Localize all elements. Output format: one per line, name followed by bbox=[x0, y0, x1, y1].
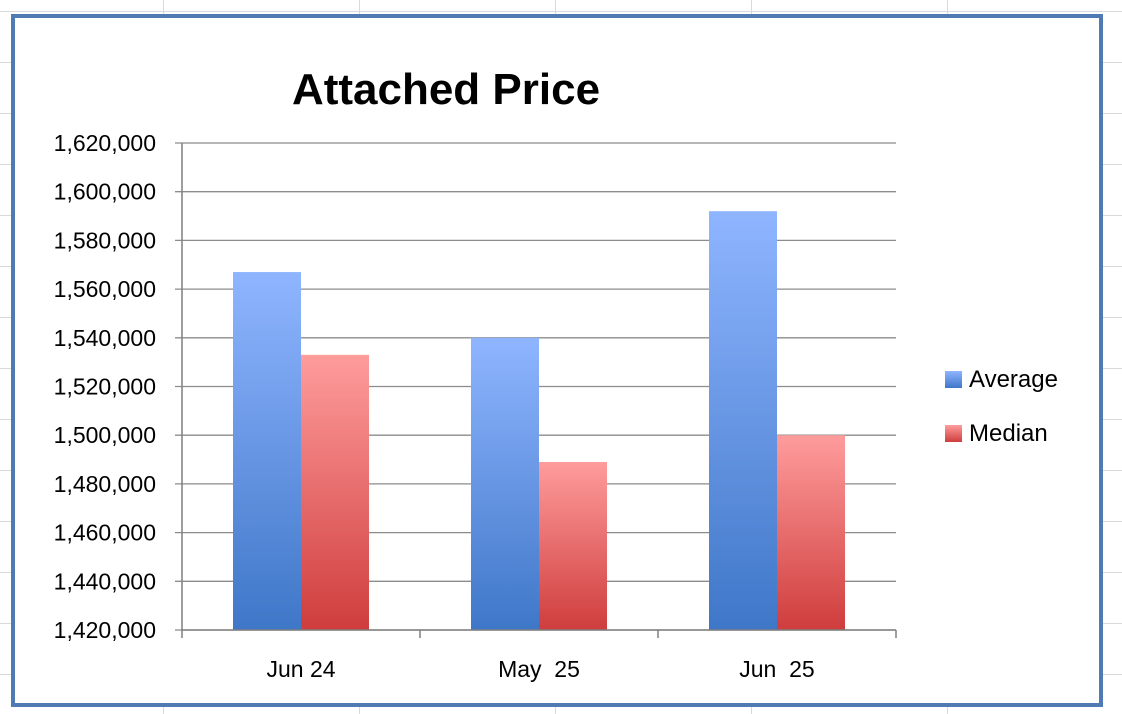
y-tick-label: 1,500,000 bbox=[54, 422, 156, 448]
axes bbox=[181, 143, 897, 638]
x-tick-label: May 25 bbox=[498, 656, 580, 682]
legend-swatch-average bbox=[945, 371, 962, 388]
legend-label-average: Average bbox=[969, 366, 1058, 393]
y-tick-label: 1,440,000 bbox=[54, 568, 156, 594]
y-tick-label: 1,560,000 bbox=[54, 276, 156, 302]
y-tick-label: 1,600,000 bbox=[54, 179, 156, 205]
legend-swatch-median bbox=[945, 425, 962, 442]
y-axis-tick-labels: 1,420,000 1,440,000 1,460,000 1,480,000 1,50… bbox=[54, 130, 156, 643]
x-tick-label: Jun 25 bbox=[739, 656, 814, 682]
bars bbox=[233, 211, 845, 630]
y-tick-label: 1,460,000 bbox=[54, 520, 156, 546]
x-axis-tick-labels: Jun 24 May 25 Jun 25 bbox=[266, 656, 814, 682]
y-tick-label: 1,480,000 bbox=[54, 471, 156, 497]
y-tick-label: 1,580,000 bbox=[54, 227, 156, 253]
bar-median-2[interactable] bbox=[777, 435, 845, 630]
bar-average-0[interactable] bbox=[233, 272, 301, 630]
y-tick-label: 1,420,000 bbox=[54, 617, 156, 643]
y-tick-label: 1,620,000 bbox=[54, 130, 156, 156]
legend-label-median: Median bbox=[969, 420, 1048, 447]
chart-title: Attached Price bbox=[292, 65, 600, 114]
bar-average-2[interactable] bbox=[709, 211, 777, 630]
bar-average-1[interactable] bbox=[471, 337, 539, 630]
bar-median-0[interactable] bbox=[301, 354, 369, 630]
bar-median-1[interactable] bbox=[539, 461, 607, 630]
x-tick-label: Jun 24 bbox=[266, 656, 335, 682]
y-tick-label: 1,540,000 bbox=[54, 325, 156, 351]
y-tick-label: 1,520,000 bbox=[54, 374, 156, 400]
legend: Average Median bbox=[945, 366, 1058, 447]
